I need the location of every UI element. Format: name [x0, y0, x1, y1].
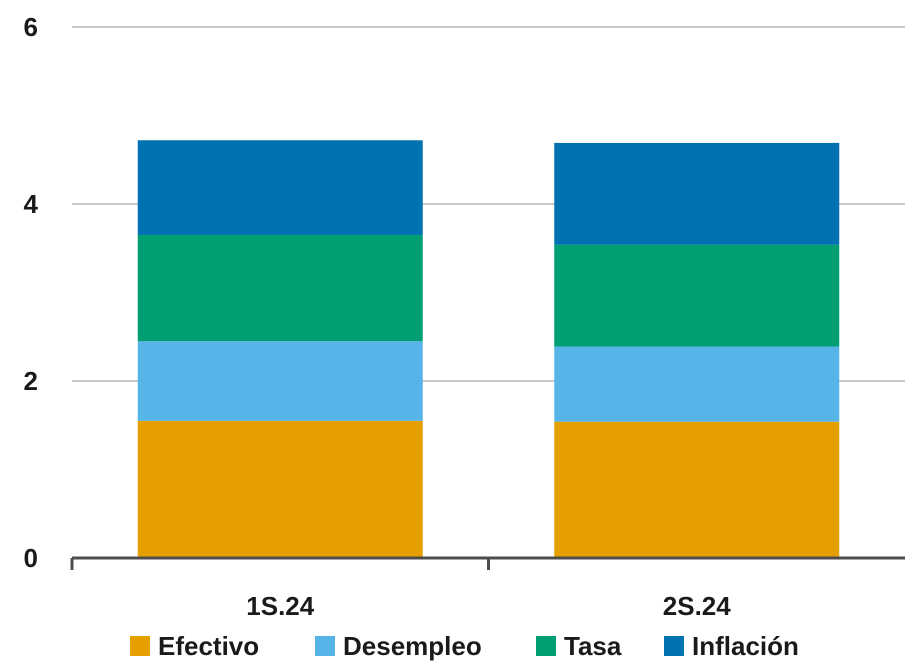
y-tick-label: 2	[24, 366, 38, 396]
bar-segment-desempleo-2	[554, 346, 840, 422]
y-tick-label: 4	[24, 189, 39, 219]
bar-segment-efectivo-1	[137, 420, 423, 558]
bar-segment-tasa-2	[554, 244, 840, 347]
legend-swatch	[315, 636, 335, 656]
legend-swatch	[536, 636, 556, 656]
y-axis-ticks: 0 2 4 6	[24, 12, 39, 573]
legend: Efectivo Desempleo Tasa Inflación	[130, 631, 799, 661]
x-tick-label: 2S.24	[663, 591, 731, 621]
legend-label: Inflación	[692, 631, 799, 661]
x-axis	[70, 556, 905, 570]
bar-segment-inflacion-1	[137, 140, 423, 235]
legend-label: Efectivo	[158, 631, 259, 661]
bar-segment-inflacion-2	[554, 142, 840, 245]
legend-swatch	[130, 636, 150, 656]
y-tick-label: 0	[24, 543, 38, 573]
legend-swatch	[664, 636, 684, 656]
bar-segment-efectivo-2	[554, 421, 840, 558]
legend-label: Desempleo	[343, 631, 482, 661]
bar-segment-tasa-1	[137, 234, 423, 342]
x-tick-label: 1S.24	[246, 591, 314, 621]
legend-label: Tasa	[564, 631, 622, 661]
bar-segment-desempleo-1	[137, 341, 423, 421]
y-tick-label: 6	[24, 12, 38, 42]
bars	[137, 140, 840, 558]
x-axis-ticks: 1S.24 2S.24	[246, 591, 731, 621]
